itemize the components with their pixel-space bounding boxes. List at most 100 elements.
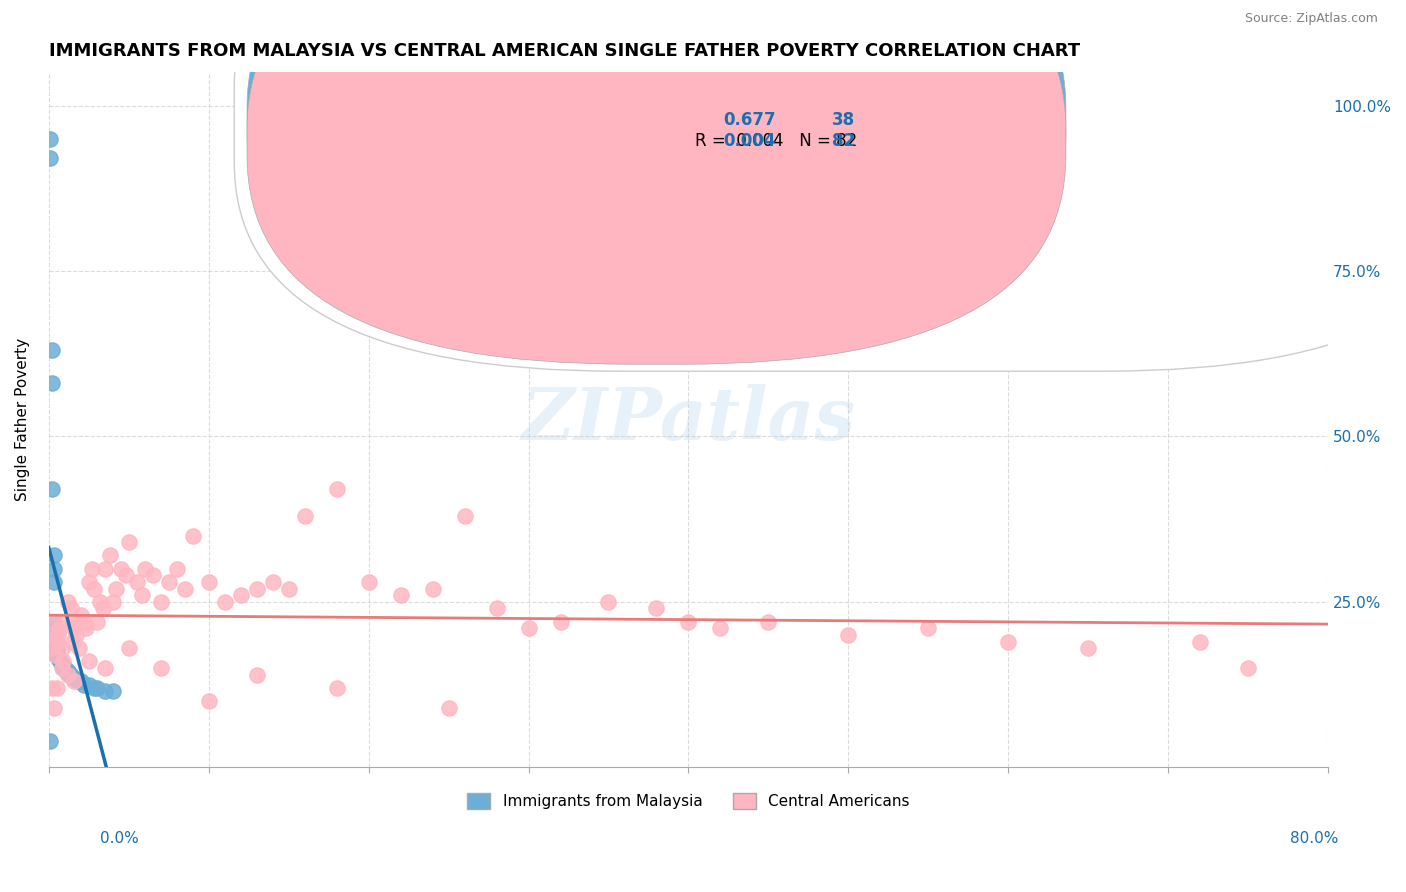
Point <box>44 621 66 635</box>
Point <box>149 595 172 609</box>
Point <box>166 562 188 576</box>
Point <box>197 694 219 708</box>
Point <box>837 628 859 642</box>
Point <box>49 654 72 668</box>
Point <box>93 562 115 576</box>
Point <box>229 588 252 602</box>
Point <box>80 562 103 576</box>
Text: 80.0%: 80.0% <box>1291 831 1339 846</box>
Point <box>42 549 65 563</box>
Point <box>46 628 69 642</box>
Point <box>39 733 62 747</box>
Point <box>41 628 63 642</box>
Point <box>69 674 91 689</box>
Text: IMMIGRANTS FROM MALAYSIA VS CENTRAL AMERICAN SINGLE FATHER POVERTY CORRELATION C: IMMIGRANTS FROM MALAYSIA VS CENTRAL AMER… <box>49 42 1080 60</box>
Point <box>98 549 121 563</box>
Point <box>60 667 83 681</box>
Point <box>277 582 299 596</box>
Point <box>52 661 75 675</box>
Point <box>125 574 148 589</box>
Point <box>52 654 75 668</box>
Point <box>73 615 96 629</box>
Point <box>422 582 444 596</box>
Point <box>77 654 100 668</box>
Point <box>42 700 65 714</box>
Text: Source: ZipAtlas.com: Source: ZipAtlas.com <box>1244 12 1378 25</box>
Point <box>46 651 69 665</box>
Point <box>45 641 67 656</box>
Point <box>51 641 73 656</box>
Point <box>51 657 73 672</box>
Point <box>917 621 939 635</box>
Point <box>93 661 115 675</box>
Point <box>89 595 111 609</box>
Point <box>56 665 79 679</box>
Point <box>55 665 77 679</box>
Y-axis label: Single Father Poverty: Single Father Poverty <box>15 338 30 501</box>
Text: R =  0.004   N = 82: R = 0.004 N = 82 <box>695 131 858 150</box>
Point <box>246 667 269 681</box>
Point <box>86 681 108 695</box>
Point <box>101 684 124 698</box>
Point <box>77 574 100 589</box>
Point <box>997 634 1019 648</box>
Point <box>66 674 89 689</box>
Point <box>44 648 66 662</box>
Point <box>357 574 380 589</box>
Point <box>44 634 66 648</box>
Point <box>46 651 69 665</box>
Point <box>110 562 132 576</box>
Point <box>41 681 63 695</box>
Point <box>93 684 115 698</box>
Point <box>678 615 700 629</box>
Point <box>157 574 180 589</box>
Legend: Immigrants from Malaysia, Central Americans: Immigrants from Malaysia, Central Americ… <box>461 787 915 815</box>
Point <box>39 131 62 145</box>
Point <box>41 376 63 391</box>
Point <box>389 588 412 602</box>
Text: R =  0.677   N = 38: R = 0.677 N = 38 <box>695 111 858 128</box>
Point <box>101 595 124 609</box>
Point <box>49 654 72 668</box>
Point <box>485 601 508 615</box>
Point <box>86 615 108 629</box>
Point <box>197 574 219 589</box>
Point <box>67 641 90 656</box>
Point <box>91 601 114 615</box>
Point <box>598 595 620 609</box>
Point <box>83 681 105 695</box>
Point <box>325 681 347 695</box>
Point <box>75 621 97 635</box>
Point <box>118 641 141 656</box>
Point <box>41 483 63 497</box>
Point <box>246 582 269 596</box>
Point <box>149 661 172 675</box>
Point <box>51 661 73 675</box>
Text: 38: 38 <box>832 111 855 128</box>
Point <box>58 667 80 681</box>
Point <box>56 667 79 681</box>
Point <box>42 574 65 589</box>
Point <box>73 677 96 691</box>
Text: 0.0%: 0.0% <box>100 831 139 846</box>
Point <box>709 621 731 635</box>
Point <box>104 582 127 596</box>
Point <box>51 657 73 672</box>
Point <box>114 568 136 582</box>
Point <box>134 562 156 576</box>
Point <box>44 628 66 642</box>
Point <box>645 601 668 615</box>
Point <box>1237 661 1260 675</box>
FancyBboxPatch shape <box>247 0 1066 343</box>
Point <box>60 601 83 615</box>
Point <box>83 582 105 596</box>
Point <box>42 562 65 576</box>
Point <box>181 528 204 542</box>
Point <box>56 595 79 609</box>
Point <box>63 621 86 635</box>
Point <box>45 681 67 695</box>
Point <box>550 615 572 629</box>
Point <box>214 595 236 609</box>
Point <box>294 508 316 523</box>
Text: 82: 82 <box>832 131 855 150</box>
